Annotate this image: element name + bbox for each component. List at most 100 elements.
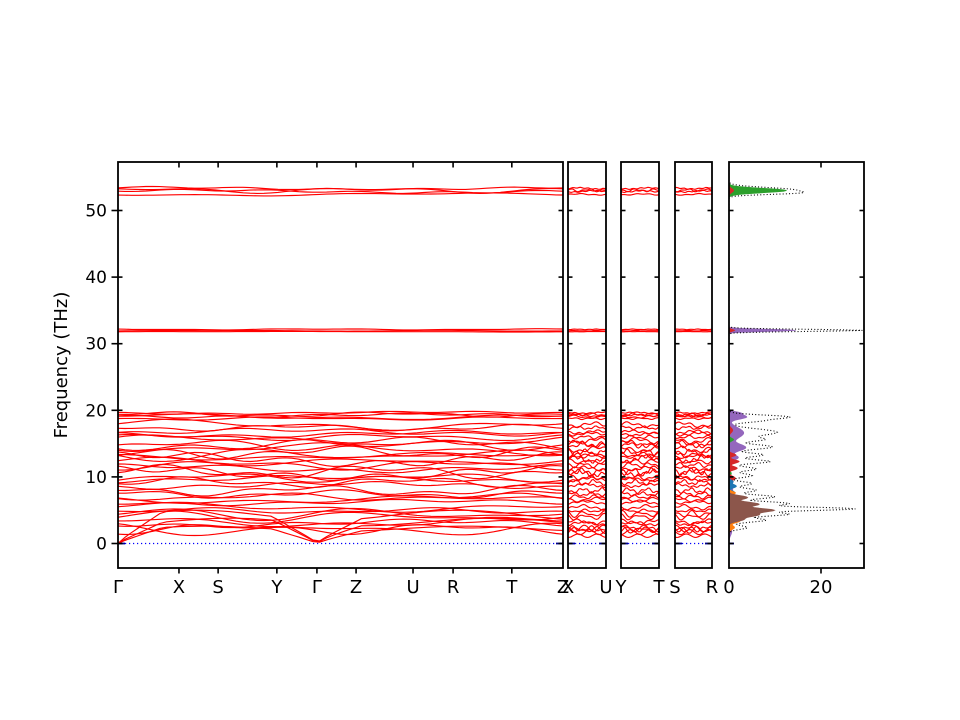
phonon-band [675,431,712,437]
phonon-band [118,498,563,507]
phonon-band [568,494,606,500]
y-tick-label: 20 [85,401,107,421]
phonon-band [621,462,659,469]
panel-spine [567,161,607,569]
phonon-band [118,436,563,451]
phonon-band [568,437,606,445]
phonon-band [621,448,659,457]
y-tick-label: 50 [85,202,107,222]
phonon-band [621,465,659,472]
phonon-band [621,504,659,511]
phonon-band [568,510,606,519]
phonon-band [568,496,606,503]
k-point-label: Γ [312,577,322,598]
phonon-band [675,478,712,487]
phonon-band [568,478,606,486]
phonon-band [568,524,606,533]
k-point-label: Z [350,577,362,598]
phonon-band [621,411,659,415]
k-point-label: S [669,577,680,598]
phonon-band [118,518,563,529]
phonon-band [621,474,659,481]
phonon-band [675,475,712,481]
phonon-band [621,445,659,454]
phonon-band [621,425,659,431]
phonon-band [675,411,712,415]
phonon-band [118,465,563,481]
k-point-label: S [212,577,223,598]
phonon-band [675,421,712,428]
projected-dos-blue-curve [729,477,737,527]
phonon-band [621,329,659,332]
projected-dos-green-curve [729,183,787,523]
phonon-band [118,516,563,528]
phonon-band [675,525,712,534]
phonon-band [675,192,712,196]
phonon-band [675,487,712,495]
phonon-band [675,509,712,518]
phonon-band [675,448,712,457]
phonon-band [568,417,606,421]
phonon-band [568,421,606,429]
phonon-band [568,467,606,477]
y-tick-label: 40 [85,268,107,288]
k-point-label: T [653,577,666,598]
phonon-band [568,474,606,481]
phonon-band [675,461,712,469]
phonon-band [118,445,563,460]
projected-dos-brown-curve [729,491,776,526]
phonon-band [118,192,563,197]
phonon-band [621,491,659,498]
k-point-label: U [406,577,419,598]
phonon-band [568,487,606,494]
y-tick-label: 0 [96,535,107,555]
phonon-band [621,193,659,196]
phonon-band [568,465,606,472]
phonon-band [621,512,659,521]
phonon-band [118,492,563,501]
phonon-band [118,525,563,544]
phonon-band [118,510,563,524]
phonon-band [118,434,563,448]
phonon-band [621,466,659,477]
total-dos-curve [729,162,863,550]
phonon-band [568,431,606,437]
k-point-label: T [505,577,518,598]
phonon-band [568,445,606,453]
phonon-band [621,442,659,449]
k-point-label: Z [557,577,569,598]
phonon-band [568,411,606,415]
phonon-band [568,435,606,440]
phonon-band [621,412,659,417]
phonon-band [118,412,563,419]
phonon-band [118,451,563,467]
phonon-band [621,439,659,449]
phonon-band [621,524,659,533]
dos-axis-label: 0 [723,577,734,598]
phonon-band [568,439,606,449]
projected-dos-purple-curve [729,187,796,543]
phonon-band [675,329,712,332]
phonon-band [568,512,606,521]
phonon-band [568,520,606,527]
phonon-band [568,524,606,532]
phonon-band [118,410,563,415]
phonon-band [568,186,606,190]
phonon-band [118,429,563,438]
phonon-band [621,526,659,533]
phonon-band [621,436,659,445]
phonon-band [621,434,659,439]
phonon-band [118,507,563,514]
phonon-band [118,442,563,457]
k-point-label: U [599,577,612,598]
phonon-band [621,518,659,526]
k-point-label: R [447,577,460,598]
phonon-band [568,508,606,513]
phonon-band [675,520,712,527]
phonon-band [118,507,563,522]
phonon-band [675,465,712,471]
phonon-band [118,329,563,332]
k-point-label: X [562,577,574,598]
